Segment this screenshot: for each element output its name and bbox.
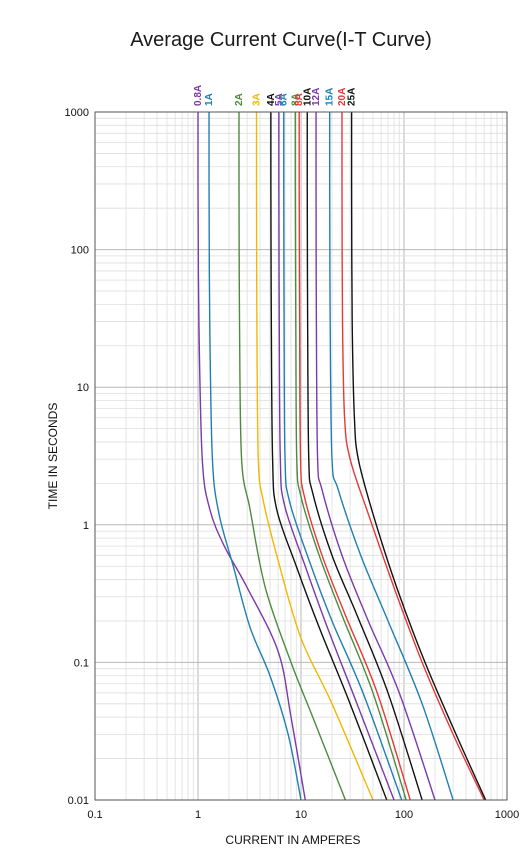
y-tick-label: 1: [83, 520, 89, 532]
series-label-4a: 4A: [266, 93, 277, 106]
x-tick-label: 0.1: [87, 809, 102, 821]
series-label-20a: 20A: [337, 88, 348, 106]
series-label-2a: 2A: [234, 93, 245, 106]
ticks: 0.1 1 10 100 1000 0.01 0.1 1 10 100 1000: [65, 107, 520, 821]
series-line-8a: [294, 111, 407, 801]
plot-frame: [94, 111, 508, 801]
series-line-1a: [208, 111, 302, 801]
series-line-25a: [350, 111, 487, 801]
x-tick-label: 1: [195, 809, 201, 821]
grid: [94, 112, 507, 801]
series-label-6a: 6A: [279, 93, 290, 106]
x-tick-label: 100: [395, 809, 413, 821]
x-tick-label: 10: [295, 809, 307, 821]
x-tick-label: 1000: [495, 809, 519, 821]
series-line-4a: [270, 111, 388, 801]
series-layer: [197, 111, 487, 801]
series-line-8a: [298, 111, 411, 801]
y-tick-label: 1000: [65, 107, 89, 119]
series-line-20a: [341, 111, 485, 801]
y-axis-label: TIME IN SECONDS: [46, 403, 60, 510]
series-label-15a: 15A: [325, 88, 336, 106]
y-tick-label: 0.1: [74, 657, 89, 669]
series-line-10a: [306, 111, 423, 801]
y-tick-label: 0.01: [68, 795, 89, 807]
series-label-8a: 8A: [294, 93, 305, 106]
series-label-5a: 5A: [274, 93, 285, 106]
x-axis-label: CURRENT IN AMPERES: [225, 833, 360, 847]
series-label-0-8a: 0.8A: [193, 85, 204, 106]
series-line-6a: [283, 111, 403, 801]
y-tick-label: 10: [77, 382, 89, 394]
series-label-10a: 10A: [302, 88, 313, 106]
chart-title: Average Current Curve(I-T Curve): [130, 29, 432, 51]
series-label-1a: 1A: [204, 93, 215, 106]
y-tick-label: 100: [71, 245, 89, 257]
series-line-12a: [315, 111, 436, 801]
series-label-25a: 25A: [347, 88, 358, 106]
series-label-12a: 12A: [311, 88, 322, 106]
series-label-3a: 3A: [252, 93, 263, 106]
series-line-0-8a: [197, 111, 306, 801]
series-line-2a: [238, 111, 347, 801]
series-line-3a: [255, 111, 374, 801]
series-label-8a: 8A: [290, 93, 301, 106]
series-line-15a: [328, 111, 454, 801]
series-line-5a: [278, 111, 395, 801]
